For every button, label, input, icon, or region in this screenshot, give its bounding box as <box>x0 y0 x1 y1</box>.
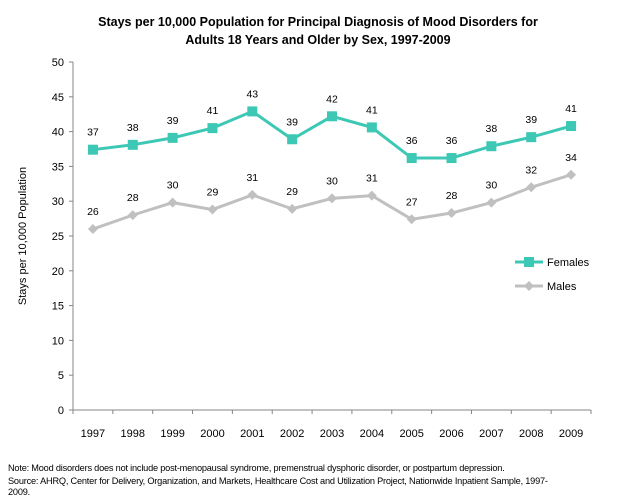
males-data-label: 32 <box>525 164 537 176</box>
y-tick-label: 40 <box>52 127 64 139</box>
males-data-label: 26 <box>87 206 99 218</box>
females-marker <box>526 132 537 143</box>
source-text-1: Source: AHRQ, Center for Delivery, Organ… <box>8 476 548 486</box>
y-tick-label: 20 <box>52 266 64 278</box>
females-marker <box>486 141 497 152</box>
males-marker <box>366 190 377 201</box>
y-tick-label: 0 <box>58 405 64 417</box>
y-tick-label: 15 <box>52 301 64 313</box>
females-marker <box>366 122 377 133</box>
chart-title-line-1: Stays per 10,000 Population for Principa… <box>98 15 538 29</box>
females-marker <box>566 121 577 132</box>
males-marker <box>167 197 178 208</box>
females-marker <box>446 153 457 164</box>
males-data-label: 28 <box>446 190 458 202</box>
females-marker <box>327 111 337 122</box>
females-data-label: 38 <box>486 123 498 135</box>
males-marker <box>566 169 577 180</box>
males-data-label: 34 <box>565 152 577 164</box>
y-tick-label: 25 <box>52 231 64 243</box>
x-tick-label: 1999 <box>160 428 184 440</box>
females-data-label: 42 <box>326 93 338 105</box>
females-data-label: 38 <box>127 122 139 134</box>
x-tick-label: 2000 <box>200 428 224 440</box>
legend-females-label: Females <box>547 257 590 269</box>
x-tick-label: 2001 <box>240 428 264 440</box>
x-tick-label: 2007 <box>479 428 503 440</box>
females-data-label: 43 <box>246 88 258 100</box>
males-data-label: 31 <box>246 172 258 184</box>
females-data-label: 39 <box>167 115 179 127</box>
legend-males-label: Males <box>547 281 577 293</box>
males-data-label: 28 <box>127 192 139 204</box>
males-data-label: 29 <box>207 187 219 199</box>
females-marker <box>247 106 258 117</box>
x-tick-label: 2004 <box>360 428 384 440</box>
females-marker <box>207 123 218 134</box>
x-tick-label: 2006 <box>439 428 463 440</box>
y-tick-label: 30 <box>52 196 64 208</box>
males-data-label: 30 <box>326 175 338 187</box>
males-data-label: 31 <box>366 173 378 185</box>
males-marker <box>287 203 298 214</box>
males-marker <box>486 197 497 208</box>
males-data-label: 27 <box>406 196 418 208</box>
legend-females-marker <box>524 257 534 267</box>
x-tick-label: 2005 <box>399 428 423 440</box>
females-data-label: 39 <box>525 114 537 126</box>
y-tick-label: 10 <box>52 335 64 347</box>
x-tick-label: 1997 <box>81 428 105 440</box>
x-tick-label: 2002 <box>280 428 304 440</box>
females-marker <box>406 153 417 164</box>
chart-title-line-2: Adults 18 Years and Older by Sex, 1997-2… <box>185 33 450 47</box>
y-tick-label: 50 <box>52 57 64 69</box>
males-data-label: 30 <box>167 180 179 192</box>
males-marker <box>127 210 138 221</box>
males-marker <box>526 182 537 193</box>
females-data-label: 36 <box>446 135 458 147</box>
males-marker <box>247 189 258 200</box>
note-text: Note: Mood disorders does not include po… <box>8 463 505 473</box>
males-marker <box>406 214 417 225</box>
y-tick-label: 45 <box>52 92 64 104</box>
males-marker <box>327 193 337 204</box>
females-data-label: 41 <box>565 103 577 115</box>
females-marker <box>287 134 298 145</box>
males-data-label: 29 <box>286 186 298 198</box>
x-tick-label: 2008 <box>519 428 543 440</box>
females-marker <box>127 139 138 150</box>
source-text-2: 2009. <box>8 487 30 497</box>
y-tick-label: 35 <box>52 161 64 173</box>
x-tick-label: 2009 <box>559 428 583 440</box>
females-data-label: 41 <box>366 104 378 116</box>
females-data-label: 37 <box>87 127 99 139</box>
y-axis-label: Stays per 10,000 Population <box>17 167 29 305</box>
females-data-label: 41 <box>207 105 219 117</box>
males-marker <box>87 224 98 235</box>
line-chart: Stays per 10,000 Population for Principa… <box>17 15 592 440</box>
females-data-label: 36 <box>406 135 418 147</box>
males-data-label: 30 <box>486 180 498 192</box>
females-data-label: 39 <box>286 116 298 128</box>
x-tick-label: 2003 <box>320 428 344 440</box>
females-marker <box>87 144 98 155</box>
males-marker <box>207 204 218 215</box>
females-marker <box>167 132 178 143</box>
y-tick-label: 5 <box>58 370 64 382</box>
males-marker <box>446 208 457 219</box>
legend-males-marker <box>524 281 534 291</box>
x-tick-label: 1998 <box>121 428 145 440</box>
